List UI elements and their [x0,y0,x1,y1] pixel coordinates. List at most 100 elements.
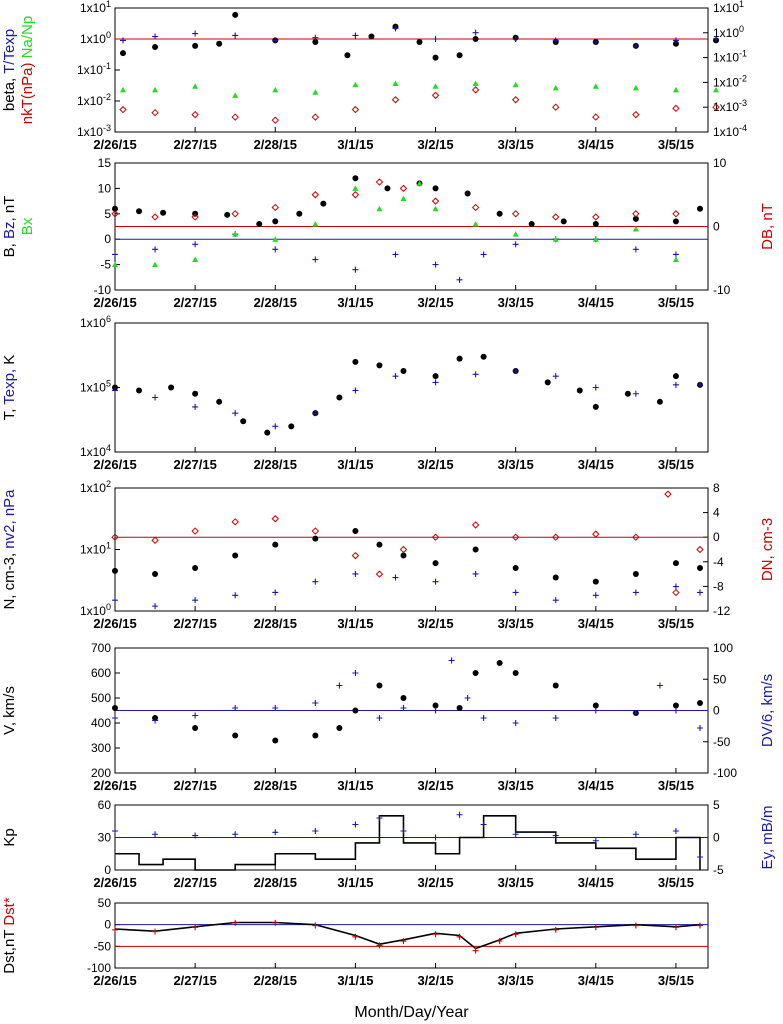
data-point [432,36,439,42]
data-point [512,831,519,838]
data-point [472,371,479,378]
data-point [192,42,199,49]
data-point [311,527,320,535]
data-point [472,220,479,227]
series-V-1 [112,657,703,731]
data-point [352,266,359,273]
y-tick-label: 400 [91,716,111,730]
panel-Dst: -100 -50 0 50 2/26/15 2/27/15 2/28/15 3/1/15 3/2… [1,896,709,988]
series-T-1 [112,368,703,430]
data-point [352,570,359,577]
data-point [112,828,118,834]
data-point [392,25,399,32]
x-tick-label: 2/28/15 [254,875,297,890]
x-tick-label: 3/2/15 [417,616,453,631]
series-N-0 [112,527,703,585]
data-point [375,570,384,578]
data-point [672,86,679,93]
data-point [119,105,127,114]
data-point [191,110,199,119]
y2-axis-title: DV/6, km/s [759,674,776,747]
data-point [271,116,279,124]
data-point [400,552,407,559]
y2-tick-label: -50 [713,735,731,749]
data-point [552,103,560,111]
data-point [592,530,600,538]
data-point [392,80,399,87]
panel-V: 200 300 400 500 600 700 -100 -50 0 50 100 2/26/15 2/… [1,641,776,793]
y2-tick-label: -4 [713,555,724,569]
y2-tick-label: 100 [713,641,733,655]
data-point [512,565,519,572]
data-point [472,36,479,42]
data-point [352,358,359,365]
data-point [399,184,408,193]
data-point [311,113,320,121]
data-point [672,251,679,258]
data-point [376,942,383,949]
data-point [592,578,599,585]
data-point [672,560,679,567]
data-point [152,831,159,838]
y2-tick-label: 1x10-3 [713,98,747,114]
data-point [592,924,599,931]
y-tick-label: 1x106 [80,314,111,330]
data-point [480,251,487,258]
x-tick-label: 2/27/15 [173,137,216,152]
x-tick-label: 3/5/15 [658,295,694,310]
data-point [231,518,239,526]
y-tick-label: -5 [100,258,111,272]
panel-B: -10 -5 0 5 10 15 -10 0 10 2/26/15 2/27/15 2/28/15 3/… [1,156,776,310]
x-tick-label: 3/1/15 [337,778,373,793]
data-point [216,398,223,405]
y-tick-label: 200 [91,766,111,780]
y2-tick-label: -100 [713,766,737,780]
data-point [511,96,520,104]
data-point [632,215,639,222]
x-tick-label: 2/26/15 [93,973,136,988]
data-point [120,50,127,57]
data-point [192,712,199,719]
plot-frame [114,7,709,133]
data-point [272,829,279,836]
data-point [272,589,279,596]
y2-tick-label: 1x100 [713,24,744,40]
data-point [696,922,703,929]
data-point [136,387,143,394]
y2-tick-label: 5 [713,798,720,812]
data-point [224,211,231,218]
plot-frame [114,487,709,612]
data-point [592,837,599,844]
data-point [232,410,239,417]
data-point [344,52,351,59]
x-tick-label: 3/3/15 [498,778,534,793]
data-point [192,725,199,731]
data-point [672,583,679,590]
data-point [312,410,319,417]
y-tick-label: 0 [104,232,111,246]
x-tick-label: 3/1/15 [337,137,373,152]
data-point [480,821,487,828]
y2-tick-label: -12 [713,604,731,618]
data-point [192,83,199,89]
y-tick-label: 1x10-2 [77,92,111,108]
panel-beta: 1x10-3 1x10-2 1x10-1 1x100 1x101 1x10-4 1x10-3… [1,0,747,152]
data-point [336,394,343,401]
data-point [375,178,384,186]
data-point [312,220,319,227]
x-tick-label: 3/3/15 [498,973,534,988]
series-beta-3 [119,86,720,124]
data-point [392,251,399,258]
data-point [472,947,479,954]
data-point [192,597,199,604]
x-tick-label: 3/4/15 [578,875,614,890]
y-tick-label: -10 [94,283,112,297]
data-point [272,541,279,548]
data-point [632,210,640,218]
data-point [312,922,319,929]
data-point [632,710,639,716]
y-tick-label: 1x104 [80,443,111,459]
data-point [192,256,199,263]
x-tick-label: 3/1/15 [337,457,373,472]
panel-T: 1x104 1x105 1x106 2/26/15 2/27/15 2/28/15 3/1/… [1,314,709,472]
